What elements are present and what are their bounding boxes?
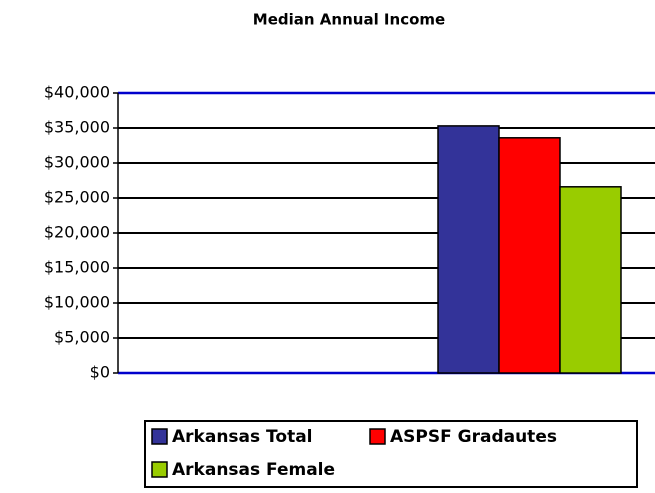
bar [559, 186, 622, 374]
y-tick-label: $10,000 [44, 293, 110, 312]
chart-title: Median Annual Income [253, 11, 445, 29]
y-tick-label: $40,000 [44, 83, 110, 102]
y-tick-label: $5,000 [54, 328, 110, 347]
legend-box [144, 420, 638, 488]
y-tick-label: $25,000 [44, 188, 110, 207]
bar [437, 125, 500, 374]
legend-label: Arkansas Female [172, 460, 335, 480]
y-tick-label: $0 [90, 363, 110, 382]
legend-swatch [151, 461, 168, 478]
y-tick-label: $30,000 [44, 153, 110, 172]
y-tick-label: $15,000 [44, 258, 110, 277]
legend-label: ASPSF Gradautes [390, 427, 557, 447]
legend-label: Arkansas Total [172, 427, 313, 447]
legend-swatch [151, 428, 168, 445]
bar [498, 137, 561, 374]
y-tick-label: $35,000 [44, 118, 110, 137]
legend-swatch [369, 428, 386, 445]
y-tick-label: $20,000 [44, 223, 110, 242]
